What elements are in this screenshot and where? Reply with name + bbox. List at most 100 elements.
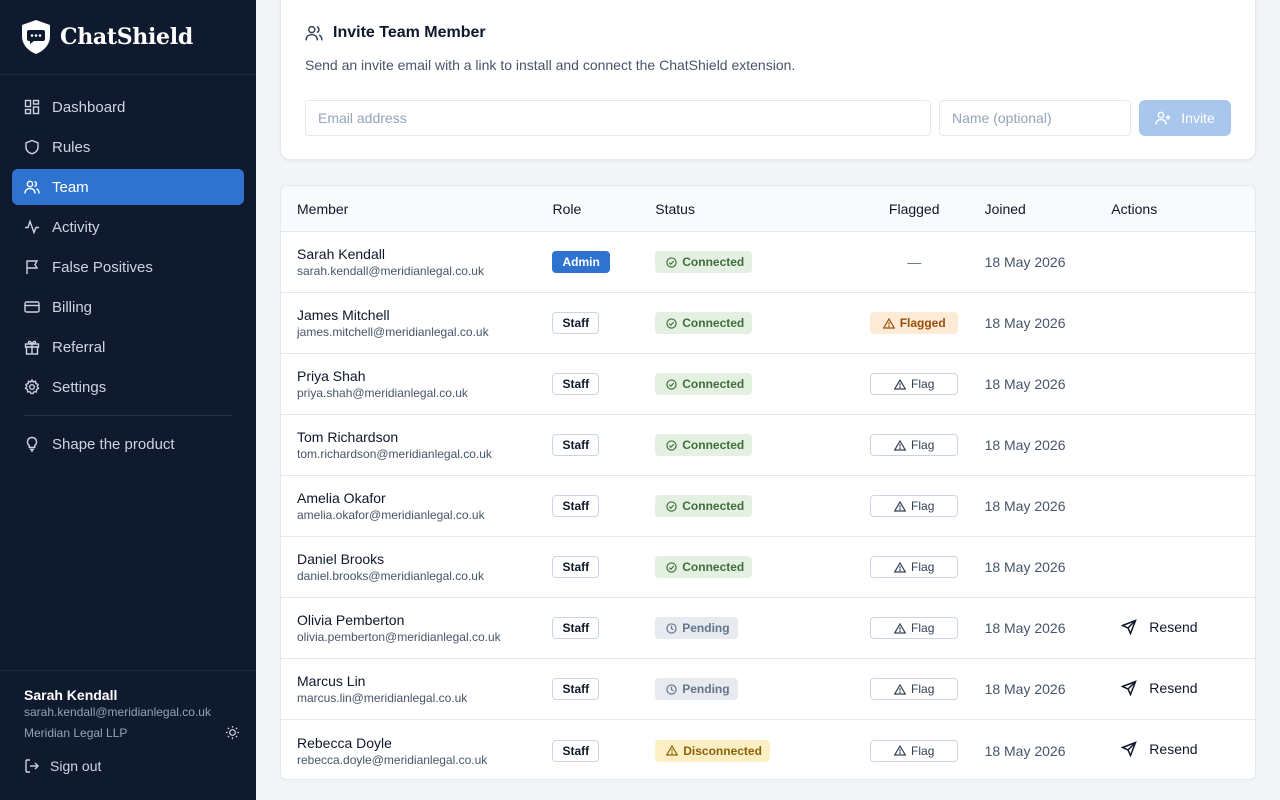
- member-email: tom.richardson@meridianlegal.co.uk: [297, 447, 492, 461]
- role-cell: Staff: [552, 556, 655, 578]
- flagged-label: Flagged: [899, 316, 946, 330]
- status-cell: Pending: [655, 678, 844, 700]
- joined-date: 18 May 2026: [984, 254, 1066, 270]
- column-header-status: Status: [655, 200, 695, 217]
- sidebar-item-rules[interactable]: Rules: [12, 129, 244, 165]
- status-badge: Disconnected: [655, 739, 770, 762]
- member-email: amelia.okafor@meridianlegal.co.uk: [297, 508, 485, 522]
- activity-icon: [24, 219, 40, 235]
- table-row: James Mitchell james.mitchell@meridianleg…: [281, 293, 1255, 354]
- flag-cell: Flag: [844, 495, 985, 517]
- name-input[interactable]: [939, 100, 1131, 136]
- status-cell: Connected: [655, 434, 844, 456]
- flag-button[interactable]: Flag: [870, 678, 959, 700]
- role-badge: Staff: [552, 556, 600, 578]
- sidebar-item-settings[interactable]: Settings: [12, 369, 244, 405]
- current-user-name: Sarah Kendall: [24, 687, 118, 703]
- connected-icon: [666, 317, 677, 329]
- invite-button[interactable]: Invite: [1139, 100, 1231, 136]
- status-cell: Connected: [655, 373, 844, 395]
- credit-card-icon: [24, 299, 40, 315]
- flag-button[interactable]: Flag: [870, 617, 959, 639]
- table-row: Daniel Brooks daniel.brooks@meridianlegal…: [281, 537, 1255, 598]
- status-cell: Disconnected: [655, 739, 844, 762]
- status-label: Connected: [682, 560, 745, 574]
- member-name: Daniel Brooks: [297, 551, 385, 567]
- flag-button[interactable]: Flag: [870, 495, 959, 517]
- member-cell: Priya Shah priya.shah@meridianlegal.co.uk: [281, 368, 552, 400]
- email-input[interactable]: [305, 100, 931, 136]
- users-icon: [24, 179, 40, 195]
- member-cell: Tom Richardson tom.richardson@meridianleg…: [281, 429, 552, 461]
- joined-date: 18 May 2026: [984, 315, 1066, 331]
- table-row: Priya Shah priya.shah@meridianlegal.co.uk…: [281, 354, 1255, 415]
- role-badge: Staff: [552, 495, 600, 517]
- sidebar-item-false-positives[interactable]: False Positives: [12, 249, 244, 285]
- brand[interactable]: ChatShield: [0, 0, 256, 75]
- flag-cell: Flag: [844, 556, 985, 578]
- role-cell: Staff: [552, 373, 655, 395]
- actions-cell: Resend: [1111, 619, 1255, 638]
- status-label: Pending: [682, 682, 730, 696]
- member-name: Priya Shah: [297, 368, 366, 384]
- column-header-flagged: Flagged: [888, 200, 940, 217]
- flag-button[interactable]: Flag: [870, 373, 959, 395]
- sidebar: ChatShield Dashboard Rules Team Activity: [0, 0, 256, 800]
- role-cell: Staff: [552, 312, 655, 334]
- table-row: Sarah Kendall sarah.kendall@meridianlegal…: [281, 232, 1255, 293]
- joined-date: 18 May 2026: [984, 620, 1066, 636]
- member-cell: Olivia Pemberton olivia.pemberton@meridia…: [281, 612, 552, 644]
- connected-icon: [666, 378, 677, 390]
- role-badge: Staff: [552, 434, 600, 456]
- shield-icon: [24, 139, 40, 155]
- status-badge: Pending: [655, 617, 738, 639]
- member-name: Amelia Okafor: [297, 490, 386, 506]
- table-row: Olivia Pemberton olivia.pemberton@meridia…: [281, 598, 1255, 659]
- member-email: priya.shah@meridianlegal.co.uk: [297, 386, 468, 400]
- status-badge: Connected: [655, 434, 753, 456]
- flag-button-label: Flag: [911, 560, 935, 574]
- member-name: James Mitchell: [297, 307, 390, 323]
- sidebar-item-billing[interactable]: Billing: [12, 289, 244, 325]
- flag-button[interactable]: Flag: [870, 556, 959, 578]
- resend-button[interactable]: Resend: [1121, 741, 1198, 757]
- flag-button[interactable]: Flag: [870, 739, 959, 762]
- current-user-email: sarah.kendall@meridianlegal.co.uk: [24, 705, 211, 719]
- role-badge: Staff: [552, 739, 600, 762]
- flag-button-label: Flag: [911, 499, 935, 513]
- flag-cell: Flag: [844, 678, 985, 700]
- status-badge: Connected: [655, 556, 753, 578]
- warning-icon: [894, 500, 907, 512]
- status-badge: Connected: [655, 373, 753, 395]
- team-table: Member Role Status Flagged Joined Action…: [280, 185, 1256, 780]
- flag-button-label: Flag: [911, 682, 935, 696]
- sidebar-item-referral[interactable]: Referral: [12, 329, 244, 365]
- resend-button[interactable]: Resend: [1121, 680, 1198, 696]
- sidebar-item-activity[interactable]: Activity: [12, 209, 244, 245]
- column-header-joined: Joined: [984, 200, 1026, 217]
- status-cell: Connected: [655, 251, 844, 273]
- warning-icon: [894, 439, 907, 451]
- resend-button[interactable]: Resend: [1121, 619, 1198, 635]
- chatshield-logo-icon: [22, 20, 50, 54]
- status-cell: Connected: [655, 312, 844, 334]
- flag-cell: Flag: [844, 373, 985, 395]
- sidebar-item-dashboard[interactable]: Dashboard: [12, 89, 244, 125]
- status-cell: Connected: [655, 495, 844, 517]
- invite-description: Send an invite email with a link to inst…: [305, 57, 796, 73]
- clock-icon: [666, 683, 677, 695]
- flag-button[interactable]: Flag: [870, 434, 959, 456]
- clock-icon: [666, 622, 677, 634]
- user-plus-icon: [1155, 111, 1171, 125]
- warning-icon: [882, 317, 895, 329]
- member-name: Olivia Pemberton: [297, 612, 405, 628]
- sidebar-item-shape-the-product[interactable]: Shape the product: [12, 426, 244, 462]
- sidebar-item-label: Team: [52, 178, 89, 196]
- sidebar-item-team[interactable]: Team: [12, 169, 244, 205]
- role-badge: Staff: [552, 312, 600, 334]
- status-badge: Connected: [655, 495, 753, 517]
- invite-card: Invite Team Member Send an invite email …: [280, 0, 1256, 160]
- status-label: Connected: [682, 377, 745, 391]
- sign-out-button[interactable]: Sign out: [24, 758, 232, 774]
- theme-toggle-sun-icon[interactable]: [225, 725, 240, 740]
